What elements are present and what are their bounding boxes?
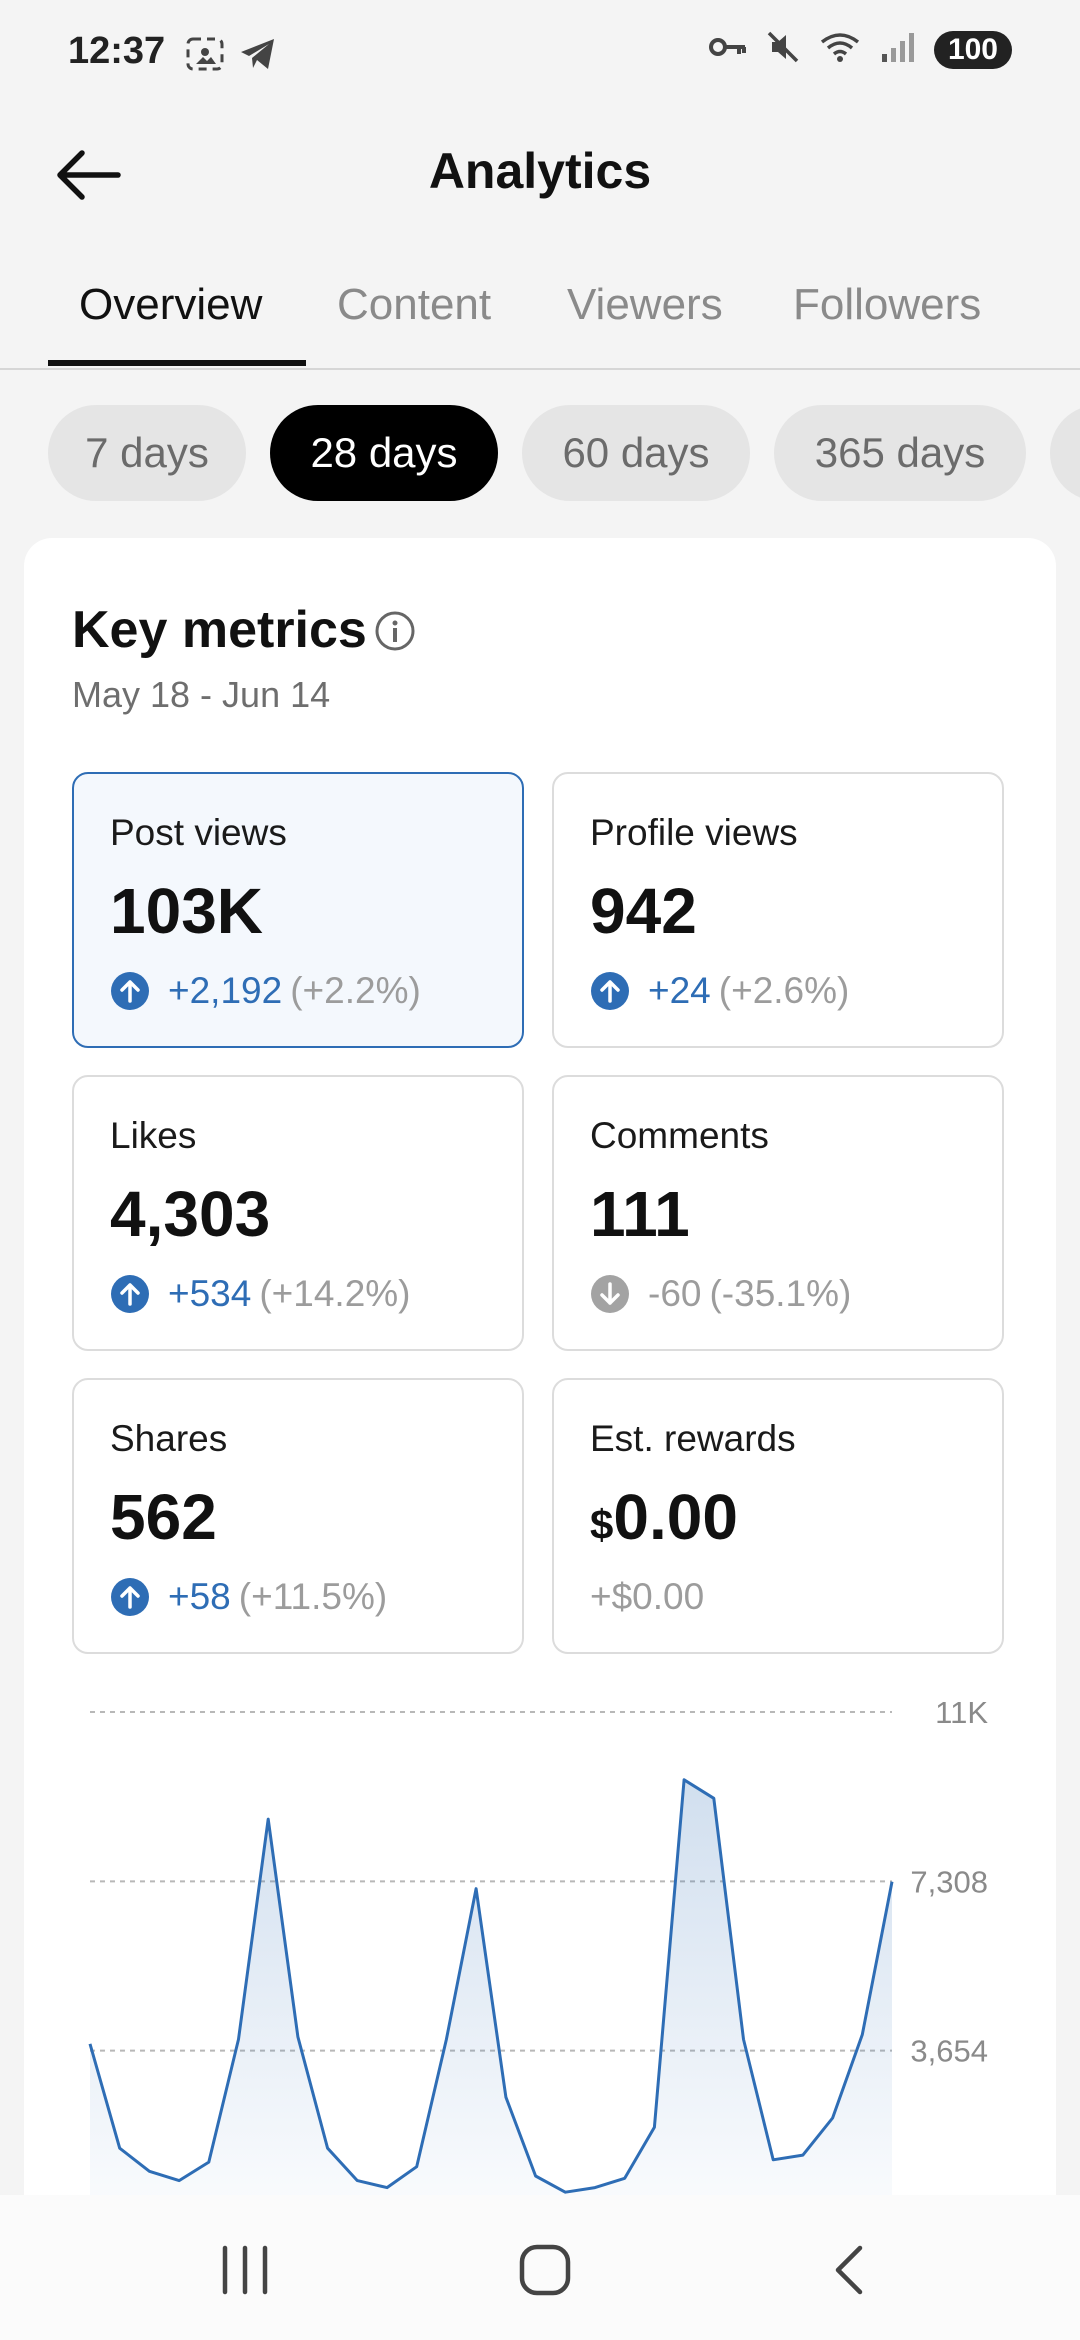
metric-delta: +534 bbox=[168, 1273, 252, 1314]
metric-card-comments[interactable]: Comments 111 -60 (-35.1%) bbox=[552, 1075, 1004, 1351]
post-views-chart[interactable]: 11K 7,308 3,654 bbox=[24, 1668, 1056, 2238]
metric-delta: +58 bbox=[168, 1576, 231, 1617]
key-metrics-card: Key metrics May 18 - Jun 14 Post views 1… bbox=[24, 538, 1056, 2238]
tab-overview[interactable]: Overview bbox=[79, 280, 263, 329]
metric-card-shares[interactable]: Shares 562 +58 (+11.5%) bbox=[72, 1378, 524, 1654]
metric-percent: (+14.2%) bbox=[259, 1273, 411, 1314]
metric-delta: +$0.00 bbox=[590, 1576, 705, 1617]
recent-apps-icon bbox=[222, 2245, 268, 2295]
metric-card-est-rewards[interactable]: Est. rewards $0.00 +$0.00 bbox=[552, 1378, 1004, 1654]
chart-y-tick-label: 7,308 bbox=[910, 1864, 988, 1899]
range-more[interactable] bbox=[1050, 405, 1080, 501]
metric-percent: (+2.2%) bbox=[290, 970, 421, 1011]
metric-change: +2,192 (+2.2%) bbox=[110, 970, 421, 1012]
status-right-icons: 100 bbox=[708, 30, 1012, 69]
currency-symbol: $ bbox=[590, 1501, 614, 1548]
arrow-down-circle-icon bbox=[591, 1275, 629, 1313]
date-range-selector: 7 days 28 days 60 days 365 days bbox=[0, 405, 1080, 505]
signal-icon bbox=[880, 30, 916, 69]
tab-viewers[interactable]: Viewers bbox=[567, 280, 723, 329]
chevron-left-icon bbox=[835, 2245, 863, 2295]
info-icon[interactable] bbox=[374, 610, 416, 657]
metric-card-profile-views[interactable]: Profile views 942 +24 (+2.6%) bbox=[552, 772, 1004, 1048]
battery-indicator: 100 bbox=[933, 30, 1012, 69]
tab-followers[interactable]: Followers bbox=[793, 280, 982, 329]
metric-delta: +24 bbox=[648, 970, 711, 1011]
status-left-icons bbox=[185, 36, 277, 77]
chart-series-line bbox=[88, 1778, 894, 2194]
metric-value-amount: 0.00 bbox=[613, 1481, 738, 1553]
metric-value: 942 bbox=[590, 875, 697, 947]
metric-label: Likes bbox=[110, 1115, 197, 1156]
metric-label: Est. rewards bbox=[590, 1418, 796, 1459]
metric-value: 111 bbox=[590, 1178, 690, 1250]
wifi-icon bbox=[818, 30, 862, 69]
tab-content[interactable]: Content bbox=[337, 280, 492, 329]
header: Analytics bbox=[0, 110, 1080, 240]
arrow-up-circle-icon bbox=[591, 972, 629, 1010]
metric-change: +58 (+11.5%) bbox=[110, 1576, 387, 1618]
metric-card-likes[interactable]: Likes 4,303 +534 (+14.2%) bbox=[72, 1075, 524, 1351]
back-button[interactable] bbox=[48, 140, 128, 210]
mute-icon bbox=[766, 30, 800, 69]
metric-change: +$0.00 bbox=[590, 1576, 704, 1618]
tab-fade bbox=[1000, 250, 1080, 368]
metric-percent: (+11.5%) bbox=[238, 1576, 388, 1617]
system-nav-bar bbox=[0, 2195, 1080, 2340]
page-title: Analytics bbox=[428, 143, 652, 199]
metric-label: Post views bbox=[110, 812, 287, 853]
metric-delta: +2,192 bbox=[168, 970, 283, 1011]
metric-change: -60 (-35.1%) bbox=[590, 1273, 851, 1315]
metric-delta: -60 bbox=[648, 1273, 702, 1314]
metric-value: 4,303 bbox=[110, 1178, 271, 1250]
recent-apps-button[interactable] bbox=[200, 2235, 290, 2305]
home-icon bbox=[519, 2244, 571, 2296]
chart-y-tick-label: 11K bbox=[935, 1695, 988, 1730]
metric-value: 562 bbox=[110, 1481, 217, 1553]
metric-label: Profile views bbox=[590, 812, 798, 853]
metric-value: $0.00 bbox=[590, 1480, 738, 1554]
chart-y-tick-label: 3,654 bbox=[910, 2034, 988, 2069]
metric-label: Comments bbox=[590, 1115, 769, 1156]
status-bar: 12:37 100 bbox=[0, 0, 1080, 110]
metric-change: +534 (+14.2%) bbox=[110, 1273, 411, 1315]
metric-value: 103K bbox=[110, 875, 263, 947]
screenshot-icon bbox=[185, 36, 225, 77]
range-7-days[interactable]: 7 days bbox=[48, 405, 246, 501]
arrow-left-icon bbox=[57, 150, 121, 200]
vpn-key-icon bbox=[708, 32, 748, 67]
range-60-days[interactable]: 60 days bbox=[522, 405, 750, 501]
arrow-up-circle-icon bbox=[111, 972, 149, 1010]
tab-bar: Overview Content Viewers Followers L bbox=[0, 250, 1080, 370]
metric-label: Shares bbox=[110, 1418, 228, 1459]
arrow-up-circle-icon bbox=[111, 1578, 149, 1616]
range-28-days[interactable]: 28 days bbox=[270, 405, 498, 501]
metric-percent: (+2.6%) bbox=[718, 970, 850, 1011]
active-tab-indicator bbox=[48, 360, 306, 366]
home-button[interactable] bbox=[500, 2235, 590, 2305]
telegram-icon bbox=[239, 36, 277, 77]
metric-card-post-views[interactable]: Post views 103K +2,192 (+2.2%) bbox=[72, 772, 524, 1048]
key-metrics-title: Key metrics bbox=[72, 601, 367, 659]
status-time: 12:37 bbox=[68, 30, 166, 72]
metric-percent: (-35.1%) bbox=[709, 1273, 852, 1314]
back-nav-button[interactable] bbox=[805, 2235, 895, 2305]
key-metrics-date-range: May 18 - Jun 14 bbox=[72, 674, 331, 715]
arrow-up-circle-icon bbox=[111, 1275, 149, 1313]
metric-change: +24 (+2.6%) bbox=[590, 970, 849, 1012]
range-365-days[interactable]: 365 days bbox=[774, 405, 1026, 501]
